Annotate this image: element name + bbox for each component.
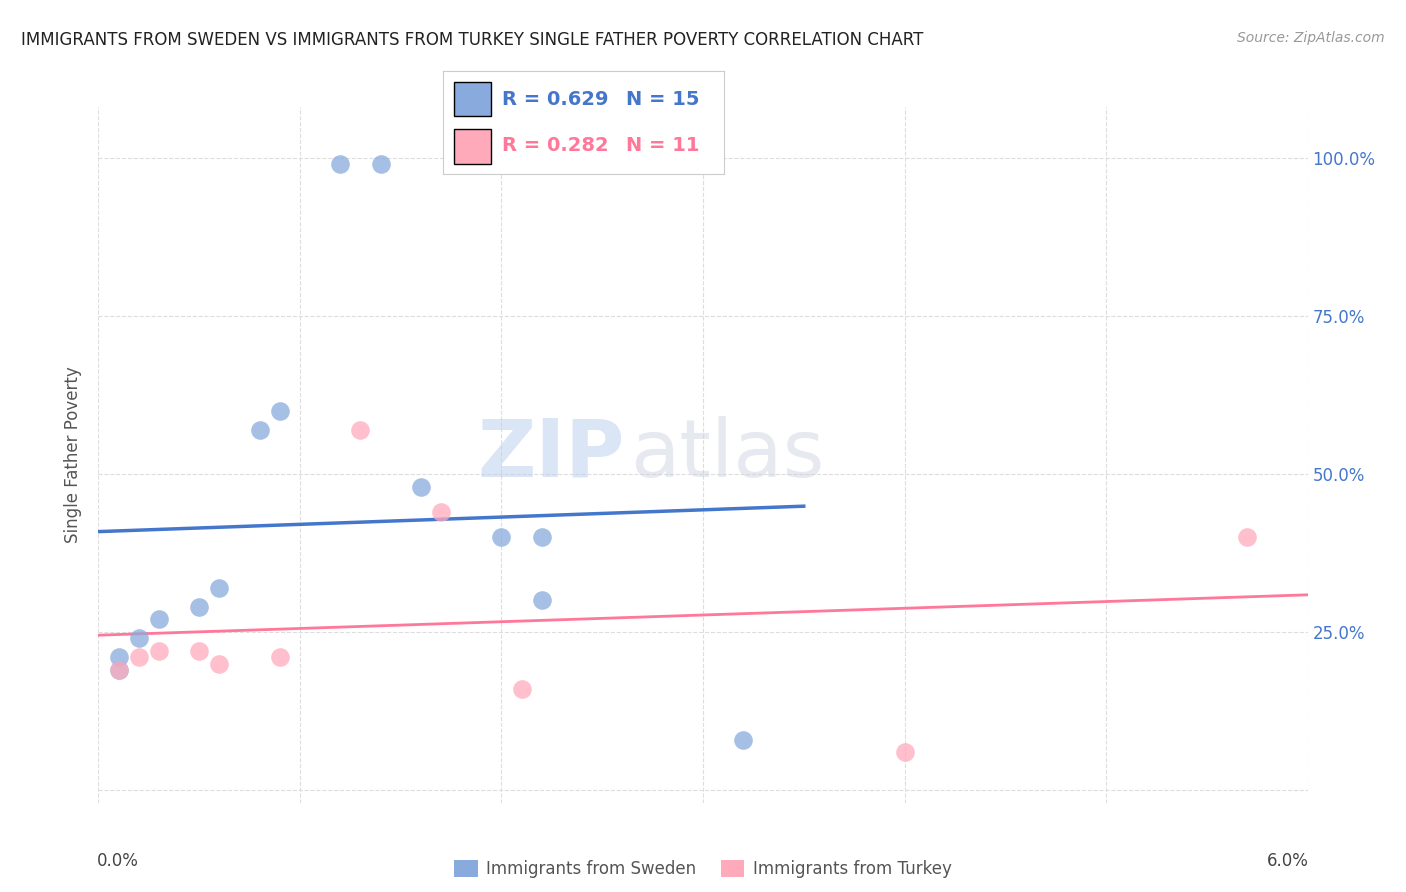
Point bbox=[208, 657, 231, 671]
Point bbox=[128, 632, 150, 646]
Point bbox=[409, 479, 432, 493]
Text: R = 0.629: R = 0.629 bbox=[502, 89, 609, 109]
Point bbox=[128, 650, 150, 665]
Text: ZIP: ZIP bbox=[477, 416, 624, 494]
Point bbox=[530, 593, 553, 607]
FancyBboxPatch shape bbox=[454, 81, 491, 117]
Text: N = 15: N = 15 bbox=[626, 89, 699, 109]
Point bbox=[1236, 530, 1258, 544]
Y-axis label: Single Father Poverty: Single Father Poverty bbox=[65, 367, 83, 543]
Point bbox=[370, 157, 392, 171]
Point bbox=[510, 681, 533, 696]
Point bbox=[269, 403, 291, 417]
Point bbox=[491, 530, 513, 544]
Text: R = 0.282: R = 0.282 bbox=[502, 136, 609, 154]
Point bbox=[893, 745, 915, 759]
Point bbox=[148, 644, 170, 658]
Point bbox=[530, 530, 553, 544]
Text: N = 11: N = 11 bbox=[626, 136, 699, 154]
Legend: Immigrants from Sweden, Immigrants from Turkey: Immigrants from Sweden, Immigrants from … bbox=[447, 854, 959, 885]
Text: atlas: atlas bbox=[630, 416, 825, 494]
Point bbox=[249, 423, 271, 437]
Point bbox=[269, 650, 291, 665]
Point bbox=[430, 505, 453, 519]
Point bbox=[208, 581, 231, 595]
Text: IMMIGRANTS FROM SWEDEN VS IMMIGRANTS FROM TURKEY SINGLE FATHER POVERTY CORRELATI: IMMIGRANTS FROM SWEDEN VS IMMIGRANTS FRO… bbox=[21, 31, 924, 49]
Text: 6.0%: 6.0% bbox=[1267, 852, 1309, 870]
Point bbox=[733, 732, 755, 747]
Point bbox=[148, 612, 170, 626]
Point bbox=[107, 663, 129, 677]
Point bbox=[329, 157, 352, 171]
Point bbox=[107, 650, 129, 665]
Point bbox=[188, 599, 211, 614]
Point bbox=[349, 423, 371, 437]
Text: 0.0%: 0.0% bbox=[97, 852, 139, 870]
Point bbox=[107, 663, 129, 677]
Text: Source: ZipAtlas.com: Source: ZipAtlas.com bbox=[1237, 31, 1385, 45]
Point bbox=[188, 644, 211, 658]
FancyBboxPatch shape bbox=[454, 128, 491, 163]
